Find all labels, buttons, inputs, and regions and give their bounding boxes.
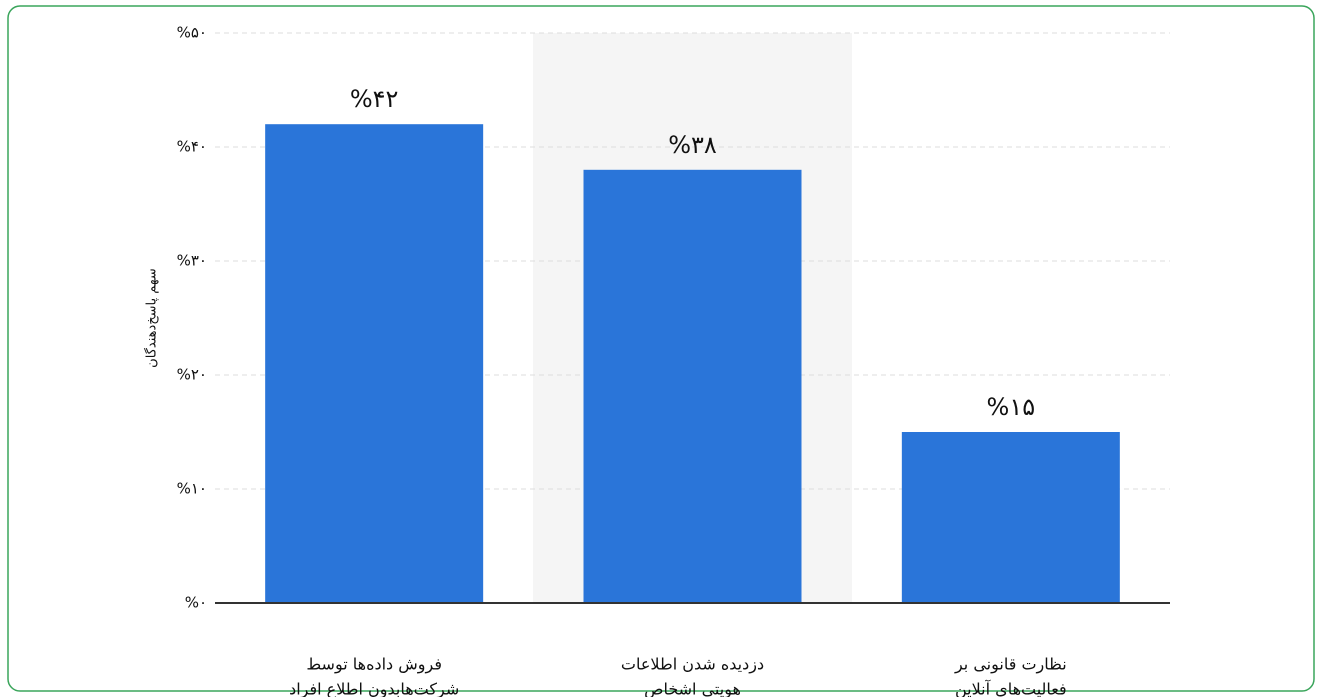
x-tick-label: شرکت‌هابدون اطلاع افراد bbox=[289, 680, 459, 697]
bar bbox=[901, 432, 1120, 603]
x-tick-label: فعالیت‌های آنلاین bbox=[955, 680, 1067, 697]
y-tick-label: %۳۰ bbox=[177, 252, 207, 270]
x-tick-label: هویتی اشخاص bbox=[644, 680, 741, 697]
y-tick-label: %۰ bbox=[185, 594, 207, 612]
bar bbox=[265, 124, 484, 603]
y-tick-label: %۵۰ bbox=[177, 24, 207, 42]
x-tick-label: فروش داده‌ها توسط bbox=[306, 655, 442, 675]
y-tick-label: %۱۰ bbox=[177, 480, 207, 498]
x-tick-label: نظارت قانونی بر bbox=[954, 655, 1067, 675]
value-label: %۳۸ bbox=[668, 131, 717, 159]
y-tick-label: %۲۰ bbox=[177, 366, 207, 384]
y-tick-label: %۴۰ bbox=[177, 138, 207, 156]
y-axis-label: سهم پاسخ‌دهندگان bbox=[144, 268, 160, 368]
x-tick-label: دزدیده شدن اطلاعات bbox=[621, 655, 764, 675]
value-label: %۴۲ bbox=[350, 85, 399, 113]
value-label: %۱۵ bbox=[987, 393, 1036, 421]
bar bbox=[583, 169, 802, 604]
